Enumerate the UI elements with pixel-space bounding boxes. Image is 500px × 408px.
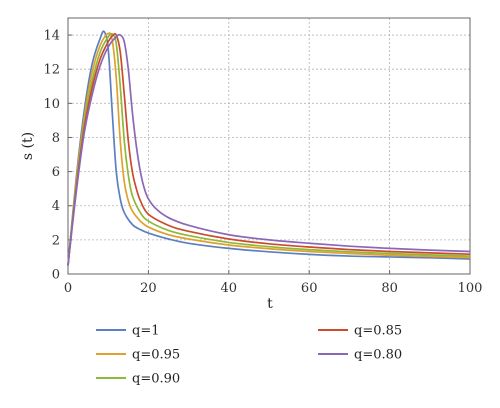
y-tick-label: 4 — [52, 199, 60, 214]
x-tick-label: 40 — [221, 281, 238, 296]
series-line-q-0-90 — [67, 32, 471, 266]
series-line-q-0-80 — [67, 33, 471, 266]
y-tick-label: 6 — [52, 165, 60, 180]
legend-label: q=0.90 — [132, 372, 180, 387]
legend-item-q-0-85: q=0.85 — [318, 324, 402, 339]
y-tick-label: 0 — [52, 268, 60, 283]
x-tick-label: 100 — [458, 281, 483, 296]
plot-frame — [67, 17, 471, 275]
legend-label: q=0.85 — [354, 324, 402, 339]
series-lines — [67, 30, 471, 266]
legend-item-q-0-95: q=0.95 — [96, 348, 180, 363]
x-tick-label: 60 — [301, 281, 318, 296]
x-tick-label: 20 — [140, 281, 157, 296]
y-tick-label: 10 — [43, 97, 60, 112]
y-axis-title: s (t) — [20, 132, 36, 160]
series-line-q-0-85 — [67, 33, 471, 266]
y-tick-label: 12 — [43, 63, 60, 78]
series-line-q-1 — [67, 30, 471, 266]
y-tick-label: 14 — [43, 29, 60, 44]
axis-ticks: 0 20 40 60 80 100 0 2 4 6 8 10 12 14 — [43, 29, 482, 296]
legend-label: q=1 — [132, 324, 160, 339]
legend-item-q-1: q=1 — [96, 324, 160, 339]
legend-item-q-0-90: q=0.90 — [96, 372, 180, 387]
y-tick-label: 2 — [52, 233, 60, 248]
series-line-q-0-95 — [67, 32, 471, 266]
y-tick-label: 8 — [52, 131, 60, 146]
x-tick-label: 80 — [381, 281, 398, 296]
legend-label: q=0.95 — [132, 348, 180, 363]
legend-label: q=0.80 — [354, 348, 402, 363]
x-tick-label: 0 — [64, 281, 72, 296]
legend: q=1 q=0.95 q=0.90 q=0.85 q=0.80 — [96, 324, 402, 387]
legend-item-q-0-80: q=0.80 — [318, 348, 402, 363]
x-axis-title: t — [267, 296, 273, 312]
